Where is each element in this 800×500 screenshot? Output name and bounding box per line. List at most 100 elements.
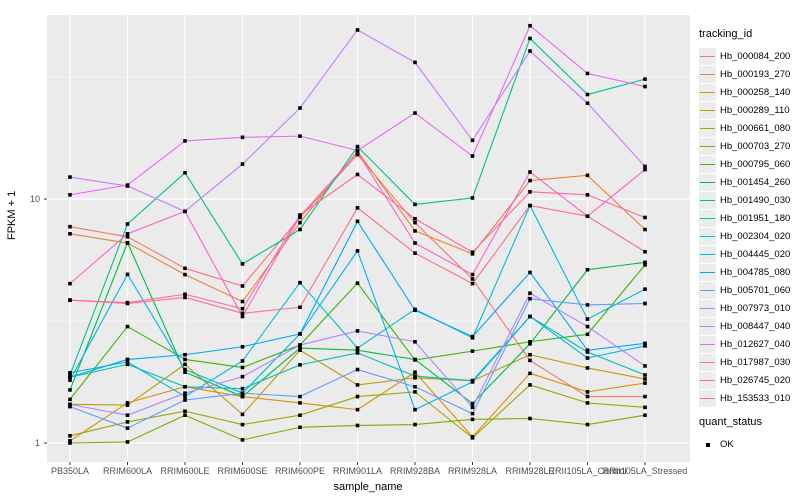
data-point — [240, 262, 245, 266]
y-tick-label-1: 1 — [34, 438, 40, 448]
quant-ok-point-icon — [699, 436, 716, 453]
data-point — [413, 111, 417, 115]
data-point — [298, 332, 302, 336]
data-point — [298, 106, 302, 110]
data-point — [355, 249, 360, 253]
legend-key-swatch — [699, 245, 716, 263]
legend-label: Hb_001490_030 — [720, 194, 791, 206]
data-point — [528, 49, 532, 53]
data-point — [470, 250, 475, 255]
legend-label: Hb_026745_020 — [720, 374, 791, 386]
data-point — [68, 439, 72, 443]
legend-title-quant-status: quant_status — [699, 416, 762, 428]
data-point — [643, 167, 647, 172]
data-point — [355, 28, 360, 32]
legend-entry-Hb_000795_060: Hb_000795_060 — [699, 155, 799, 173]
legend-key-swatch — [699, 137, 716, 155]
legend-key-swatch — [699, 317, 716, 335]
legend-entry-Hb_004445_020: Hb_004445_020 — [699, 245, 799, 263]
legend-title-tracking-id: tracking_id — [699, 28, 753, 40]
data-point — [585, 303, 590, 307]
data-point — [125, 232, 130, 236]
data-point — [183, 413, 187, 417]
data-point — [413, 390, 417, 394]
x-tick-label: RRII105LA_Control — [548, 466, 627, 476]
data-point — [585, 267, 590, 272]
legend-key-swatch — [699, 119, 716, 137]
data-point — [585, 366, 590, 370]
legend-label: OK — [720, 438, 734, 450]
data-point — [470, 380, 475, 384]
data-point — [240, 311, 245, 316]
data-point — [240, 135, 245, 140]
data-point — [183, 394, 187, 399]
data-point — [298, 401, 302, 405]
legend-key-swatch — [699, 101, 716, 119]
data-point — [413, 357, 417, 362]
data-point — [125, 362, 130, 367]
legend-entry-Hb_000703_270: Hb_000703_270 — [699, 137, 799, 155]
legend-label: Hb_000289_110 — [720, 104, 790, 116]
data-point — [585, 390, 590, 394]
legend-label: Hb_012627_040 — [720, 338, 791, 350]
data-point — [240, 374, 245, 379]
x-tick-label: RRIM600LA — [102, 466, 153, 476]
data-point — [413, 229, 417, 233]
legend-key-swatch — [699, 155, 716, 173]
x-tick-label: RRIM928BA — [389, 466, 441, 476]
legend-key-swatch — [699, 389, 716, 407]
data-point — [643, 344, 647, 348]
data-point — [240, 299, 245, 304]
data-point — [413, 374, 417, 378]
legend-key-swatch — [699, 371, 716, 389]
data-point — [528, 270, 532, 275]
data-point — [585, 324, 590, 329]
data-point — [643, 77, 647, 81]
data-point — [68, 373, 72, 377]
legend-entry-Hb_005701_060: Hb_005701_060 — [699, 281, 799, 299]
data-point — [298, 280, 302, 285]
data-point — [183, 272, 187, 277]
data-point — [183, 266, 187, 271]
data-point — [528, 178, 532, 183]
data-point — [355, 329, 360, 333]
data-point — [240, 359, 245, 363]
data-point — [68, 232, 72, 236]
data-point — [643, 287, 647, 291]
data-point — [585, 317, 590, 321]
x-tick-label: RRIM600SE — [217, 466, 268, 476]
legend-entries: Hb_000084_200 Hb_000193_270 Hb_000258_140 H… — [699, 47, 799, 407]
legend-key-swatch — [699, 335, 716, 353]
data-point — [355, 148, 360, 153]
data-point — [643, 364, 647, 368]
data-point — [470, 411, 475, 416]
legend-quant-status: quant_status OK — [699, 416, 799, 453]
data-point — [68, 441, 72, 445]
data-point — [643, 301, 647, 306]
data-point — [240, 306, 245, 311]
x-axis-title: sample_name — [333, 481, 403, 493]
data-point — [298, 363, 302, 367]
legend-label: Hb_000084_200 — [720, 50, 791, 62]
data-point — [585, 193, 590, 197]
data-point — [125, 234, 130, 239]
x-tick-label: RRIM928LA — [447, 466, 498, 476]
legend-entry-ok: OK — [699, 435, 799, 453]
legend-key-swatch — [699, 47, 716, 65]
data-point — [240, 422, 245, 427]
data-point — [470, 138, 475, 143]
legend-label: Hb_004445_020 — [720, 248, 791, 260]
data-point — [125, 401, 130, 405]
data-point — [643, 227, 647, 232]
legend-entry-Hb_008447_040: Hb_008447_040 — [699, 317, 799, 335]
legend-label: Hb_007973_010 — [720, 302, 791, 314]
data-point — [125, 240, 130, 245]
data-point — [643, 405, 647, 410]
data-point — [585, 101, 590, 105]
data-point — [125, 360, 130, 364]
data-point — [470, 334, 475, 339]
legend-label: Hb_017987_030 — [720, 356, 791, 368]
x-tick-label: RRIM928LE — [505, 466, 555, 476]
data-point — [183, 362, 187, 367]
data-point — [585, 348, 590, 353]
